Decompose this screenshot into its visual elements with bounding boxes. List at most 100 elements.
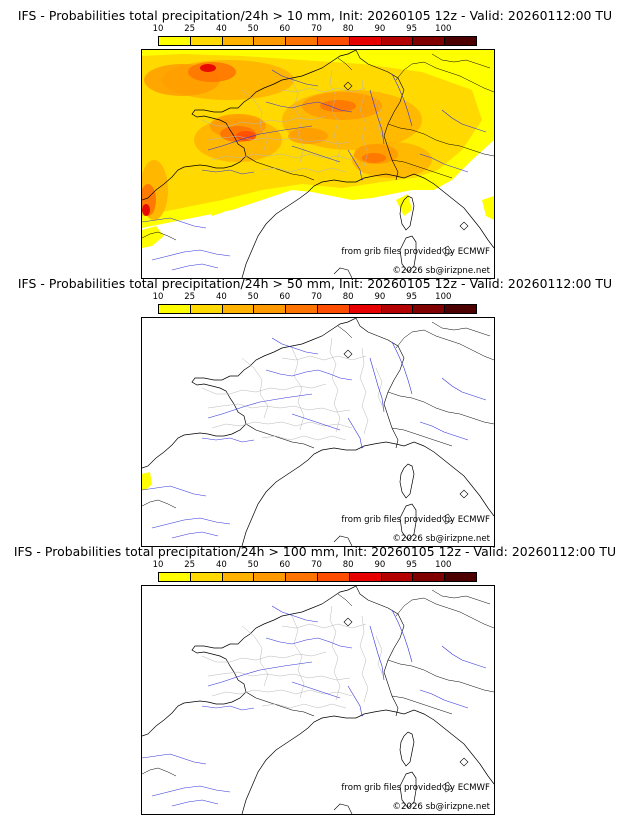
colorbar-segment <box>317 305 350 313</box>
river-line <box>207 661 313 687</box>
coast-border-line <box>333 267 353 278</box>
river-line <box>142 217 207 229</box>
coast-border-line <box>441 781 453 793</box>
department-border <box>329 69 341 165</box>
river-line <box>291 681 341 699</box>
colorbar-tick-label: 100 <box>435 292 452 302</box>
colorbar-segment <box>381 573 414 581</box>
precip-map <box>142 586 494 814</box>
source-credit: from grib files provided by ECMWF <box>341 515 490 525</box>
colorbar-tick-label: 40 <box>215 24 227 34</box>
colorbar-tick-label: 25 <box>184 560 196 570</box>
colorbar-segment <box>222 37 255 45</box>
coast-border-line <box>333 535 353 546</box>
colorbar-segment <box>349 573 382 581</box>
colorbar-segment <box>413 573 446 581</box>
coast-border-line <box>459 489 469 499</box>
colorbar-tick-label: 95 <box>406 292 418 302</box>
coast-border-line <box>395 597 494 629</box>
coast-border-line <box>399 771 417 809</box>
coast-border-line <box>399 195 415 231</box>
colorbar <box>158 36 477 46</box>
colorbar-tick-label: 60 <box>279 560 291 570</box>
department-border <box>261 167 347 173</box>
colorbar-segment <box>381 305 414 313</box>
river-line <box>142 485 207 497</box>
colorbar-tick-label: 50 <box>247 560 259 570</box>
precip-area <box>236 131 256 141</box>
coast-border-line <box>391 159 453 179</box>
precip-area <box>320 100 356 112</box>
colorbar-tick-label: 80 <box>342 560 354 570</box>
coast-border-line <box>431 321 491 337</box>
department-border <box>281 623 367 629</box>
coast-border-line <box>241 709 494 814</box>
department-border <box>359 347 369 435</box>
department-border <box>291 347 305 431</box>
department-border <box>211 421 353 429</box>
coast-border-line <box>245 50 405 181</box>
department-border <box>359 79 369 167</box>
river-line <box>369 89 385 145</box>
panel-title: IFS - Probabilities total precipitation/… <box>17 276 613 291</box>
coast-border-line <box>337 593 353 607</box>
river-line <box>265 637 353 649</box>
colorbar-segment <box>254 37 287 45</box>
department-border <box>211 689 353 697</box>
river-line <box>171 531 219 539</box>
department-border <box>241 89 269 151</box>
colorbar-tick-label: 70 <box>311 560 322 570</box>
river-line <box>207 393 313 419</box>
colorbar-segment <box>286 573 318 581</box>
colorbar-tick-label: 100 <box>435 24 452 34</box>
river-line <box>419 421 469 441</box>
coast-border-line <box>142 50 357 201</box>
panel-50mm: IFS - Probabilities total precipitation/… <box>0 268 630 547</box>
colorbar-segment <box>349 305 382 313</box>
precip-area <box>206 204 224 216</box>
coast-border-line <box>431 589 491 605</box>
river-line <box>171 263 219 271</box>
river-line <box>391 341 413 395</box>
river-line <box>151 249 231 261</box>
panel-title: IFS - Probabilities total precipitation/… <box>17 8 613 23</box>
river-line <box>347 685 365 717</box>
map-frame: from grib files provided by ECMWF ©2026 … <box>141 49 495 279</box>
colorbar-segment <box>254 573 287 581</box>
precip-area <box>142 204 150 216</box>
coast-border-line <box>395 329 494 361</box>
panel-10mm: IFS - Probabilities total precipitation/… <box>0 0 630 279</box>
department-border <box>261 703 347 709</box>
coast-border-line <box>245 318 405 449</box>
coast-border-line <box>337 57 353 71</box>
colorbar-tick-label: 50 <box>247 24 259 34</box>
precip-area <box>396 194 412 216</box>
department-border <box>281 87 367 93</box>
precip-shading <box>142 472 152 490</box>
colorbar <box>158 572 477 582</box>
coast-border-line <box>441 513 453 525</box>
coast-border-line <box>441 245 453 257</box>
precip-area <box>482 196 494 220</box>
coast-border-line <box>391 427 453 447</box>
colorbar-segment <box>222 305 255 313</box>
colorbar-segment <box>254 305 287 313</box>
colorbar-tick-label: 10 <box>152 24 164 34</box>
precip-map <box>142 50 494 278</box>
river-line <box>201 437 255 443</box>
river-line <box>271 337 319 355</box>
panel-title: IFS - Probabilities total precipitation/… <box>13 544 617 559</box>
colorbar-segment <box>349 37 382 45</box>
colorbar-tick-label: 10 <box>152 292 164 302</box>
coast-border-line <box>399 503 417 541</box>
coast-border-line <box>459 757 469 767</box>
coast-border-line <box>142 586 357 737</box>
copyright-credit: ©2026 sb@irizpne.net <box>392 266 490 276</box>
colorbar-tick-label: 25 <box>184 292 196 302</box>
colorbar-tick-label: 90 <box>374 292 386 302</box>
coast-border-line <box>431 53 491 69</box>
source-credit: from grib files provided by ECMWF <box>341 783 490 793</box>
department-border <box>375 367 385 411</box>
department-border <box>261 435 347 441</box>
river-line <box>201 169 255 175</box>
